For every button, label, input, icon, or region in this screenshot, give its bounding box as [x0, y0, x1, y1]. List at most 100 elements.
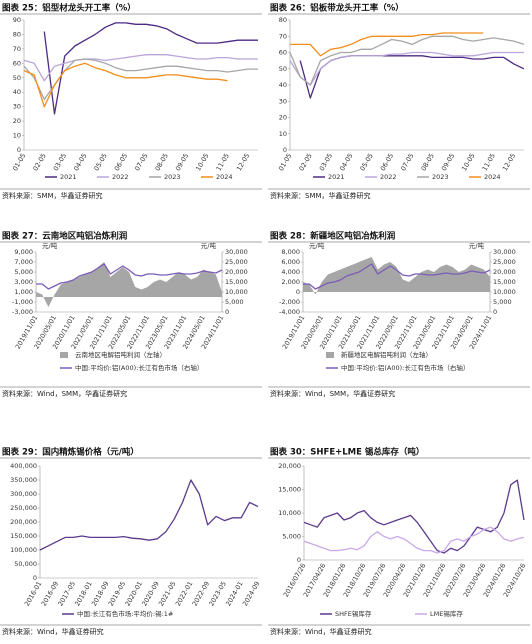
chart-title: 图表 26：铝板带龙头开工率（%）	[270, 3, 404, 14]
y-tick-label: 20	[279, 114, 287, 122]
y-tick-label: 5,000	[14, 268, 33, 276]
x-tick-label: 03-05	[52, 152, 68, 172]
x-tick-label: 04-05	[338, 152, 354, 172]
x-tick-label: 04-05	[72, 152, 88, 172]
y-tick-label: 3,000	[14, 278, 33, 286]
line-series	[23, 62, 228, 108]
source-note: 资料来源：Wind，SMM，华鑫证券研究	[2, 389, 127, 398]
x-tick-label: 10-05	[194, 152, 210, 172]
y-tick-label: 0	[33, 574, 37, 582]
x-tick-label: 06-05	[113, 152, 129, 172]
x-tick-label: 02-05	[31, 152, 47, 172]
y-axis-unit: 元/吨	[42, 241, 58, 250]
chart-title: 图表 25：铝型材龙头开工率（%）	[2, 3, 136, 14]
y-tick-label: 90	[13, 16, 21, 24]
x-tick-label: 09-05	[174, 152, 190, 172]
y-tick-label: 10	[279, 130, 287, 138]
y-tick-label: -4,000	[279, 308, 300, 316]
x-tick-label: 01-05	[277, 152, 293, 172]
y2-tick-label: 20,000	[493, 268, 516, 276]
legend-swatch	[326, 352, 334, 358]
legend-label: 2023	[164, 173, 181, 181]
x-tick-label: 12-05	[235, 152, 251, 172]
y-tick-label: 15,000	[278, 486, 301, 494]
y-tick-label: 0	[297, 556, 301, 564]
chart-title: 图表 30：SHFE+LME 锡总库存（吨）	[270, 447, 424, 458]
legend-label: LME锡库存	[430, 609, 463, 618]
source-note: 资料来源：SMM，华鑫证券研究	[2, 191, 103, 200]
y-tick-label: 2,000	[281, 278, 300, 286]
y-tick-label: 50	[279, 65, 287, 73]
y-tick-label: 40	[13, 88, 21, 96]
chart-title: 图表 27：云南地区吨铝冶炼利润	[2, 231, 128, 242]
y-tick-label: -2,000	[279, 298, 300, 306]
y-tick-label: 30	[279, 97, 287, 105]
y2-tick-label: 10,000	[493, 288, 516, 296]
legend-label: 中国:平均价:铝(A00):长江有色市场（右轴）	[341, 363, 469, 372]
area-series	[36, 262, 222, 307]
legend-label: 2021	[328, 173, 345, 181]
line-series	[43, 22, 258, 115]
y-tick-label: -3,000	[12, 308, 33, 316]
line-series	[289, 35, 525, 86]
y2-tick-label: 30,000	[225, 248, 248, 256]
x-tick-label: 07-05	[133, 152, 149, 172]
legend-label: 云南地区电解铝吨利润（左轴）	[75, 350, 166, 359]
y2-tick-label: 0	[225, 308, 229, 316]
y-tick-label: 20,000	[278, 462, 301, 470]
line-series	[36, 263, 223, 290]
y2-tick-label: 0	[493, 308, 497, 316]
legend-label: 2024	[484, 173, 501, 181]
y-tick-label: 9,000	[14, 248, 33, 256]
y-tick-label: 5,000	[282, 533, 301, 541]
y-tick-label: 300,000	[10, 490, 37, 498]
x-tick-label: 11-05	[215, 152, 231, 172]
y-tick-label: -1,000	[12, 298, 33, 306]
y-tick-label: 1,000	[14, 288, 33, 296]
x-tick-label: 08-05	[420, 152, 436, 172]
y2-tick-label: 5,000	[225, 298, 244, 306]
x-tick-label: 09-05	[440, 152, 456, 172]
y-tick-label: 40	[279, 81, 287, 89]
line-series	[299, 55, 525, 99]
y-tick-label: 6,000	[281, 258, 300, 266]
source-note: 资料来源：Wind，华鑫证券研究	[2, 627, 104, 636]
y2-tick-label: 30,000	[493, 248, 516, 256]
area-series	[303, 257, 490, 295]
y2-tick-label: 25,000	[493, 258, 516, 266]
legend-label: 2024	[216, 173, 233, 181]
legend-label: SHFE锡库存	[335, 609, 372, 618]
y-tick-label: 50	[13, 74, 21, 82]
legend-label: 中国:平均价:铝(A00):长江有色市场（右轴）	[75, 363, 203, 372]
y-tick-label: 8,000	[281, 248, 300, 256]
legend-label: 新疆地区电解铝吨利润（左轴）	[341, 350, 432, 359]
y-tick-label: 60	[279, 49, 287, 57]
y-tick-label: 0	[283, 146, 287, 154]
y-tick-label: 50,000	[14, 560, 37, 568]
source-note: 资料来源：Wind，华鑫证券研究	[270, 627, 372, 636]
y-tick-label: 80	[13, 30, 21, 38]
legend-label: 2023	[432, 173, 449, 181]
x-tick-label: 08-05	[154, 152, 170, 172]
y-tick-label: 0	[17, 146, 21, 154]
y2-tick-label: 25,000	[225, 258, 248, 266]
source-note: 资料来源：SMM，华鑫证券研究	[270, 191, 371, 200]
x-tick-label: 02-05	[297, 152, 313, 172]
line-series	[303, 526, 525, 554]
line-series	[39, 479, 259, 551]
line-series	[303, 479, 525, 554]
y2-tick-label: 15,000	[493, 278, 516, 286]
y-tick-label: 30	[13, 103, 21, 111]
legend-label: 2022	[380, 173, 397, 181]
y-tick-label: 250,000	[10, 504, 37, 512]
y-tick-label: 4,000	[281, 268, 300, 276]
y-tick-label: 0	[296, 288, 300, 296]
legend-swatch	[60, 352, 68, 358]
x-tick-label: 12-05	[501, 152, 517, 172]
y2-axis-unit: 元/吨	[469, 241, 485, 250]
x-tick-label: 01-05	[11, 152, 27, 172]
x-tick-label: 11-05	[481, 152, 497, 172]
y-tick-label: 10	[13, 132, 21, 140]
y-tick-label: 70	[13, 45, 21, 53]
